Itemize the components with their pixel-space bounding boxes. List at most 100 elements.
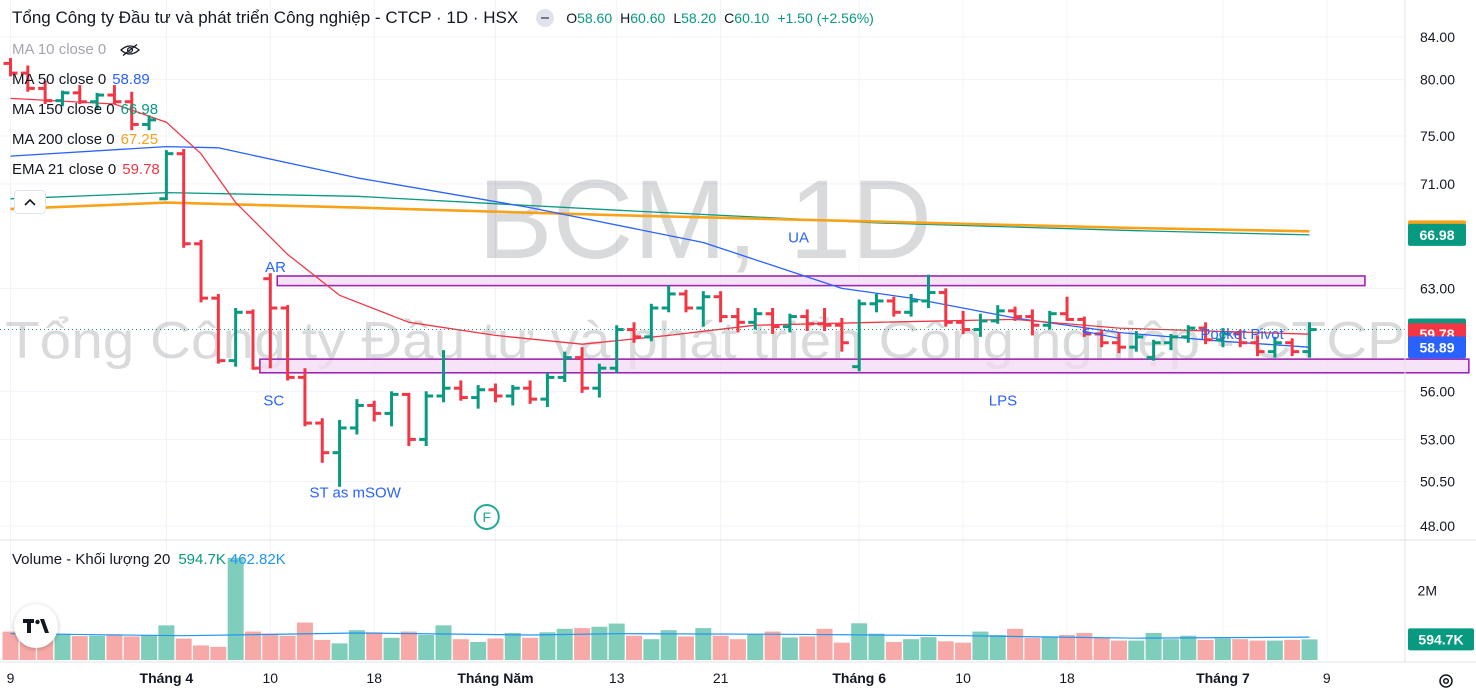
ohlc-bar xyxy=(1215,328,1230,348)
ohlc-bar xyxy=(367,400,382,422)
legend-ma50[interactable]: MA 50 close 0 58.89 xyxy=(12,71,150,88)
ohlc-bar xyxy=(852,299,867,372)
tv-logo-mark-icon xyxy=(23,619,49,633)
ohlc-bar xyxy=(505,385,520,406)
volume-bar xyxy=(626,635,643,660)
volume-bar xyxy=(677,636,694,660)
ohlc-bar xyxy=(159,150,174,201)
ohlc-bar xyxy=(332,419,347,487)
ohlc-bar xyxy=(557,351,572,382)
time-tick-label: 10 xyxy=(263,670,279,686)
ohlc-bar xyxy=(1008,306,1023,321)
ohlc-bar xyxy=(1042,310,1057,330)
price-badge-label: 58.89 xyxy=(1419,339,1454,355)
collapse-legend-button[interactable] xyxy=(14,190,46,214)
ohlc-bar xyxy=(1250,335,1265,357)
legend-ma50-value: 58.89 xyxy=(112,71,150,88)
annotation-label: UA xyxy=(788,229,809,246)
volume-tick-label: 2M xyxy=(1418,583,1437,599)
chevron-up-icon xyxy=(24,198,36,206)
open-label: O xyxy=(566,10,578,26)
financial-marker-icon xyxy=(473,503,500,530)
gear-icon[interactable] xyxy=(1437,672,1455,690)
volume-bar xyxy=(54,633,71,660)
volume-bar xyxy=(504,632,521,660)
symbol-title[interactable]: Tổng Công ty Đầu tư và phát triển Công n… xyxy=(12,8,519,27)
ohlc-bar xyxy=(107,85,122,104)
legend-ma200[interactable]: MA 200 close 0 67.25 xyxy=(12,131,158,148)
volume-bar xyxy=(868,633,885,660)
ohlc-bar xyxy=(800,309,815,332)
annotation-label: LPS xyxy=(989,392,1017,409)
time-tick-label: Tháng 6 xyxy=(832,670,886,686)
ohlc-bar xyxy=(540,372,555,408)
volume-bar xyxy=(1162,639,1179,660)
ohlc-bar xyxy=(228,308,243,367)
volume-bar xyxy=(885,641,902,660)
watermark-symbol: BCM, 1D xyxy=(478,157,932,282)
legend-ma150-value: 66.98 xyxy=(120,101,159,118)
ohlc-bar xyxy=(956,310,971,334)
volume-bar xyxy=(1110,640,1127,660)
price-tick-label: 53.00 xyxy=(1420,431,1455,447)
volume-bar xyxy=(383,637,400,660)
legend-ma150[interactable]: MA 150 close 0 66.98 xyxy=(12,101,158,118)
volume-bar xyxy=(972,631,989,660)
ohlc-bar xyxy=(748,308,763,330)
ohlc-bar xyxy=(245,309,260,370)
volume-bar xyxy=(1145,632,1162,660)
volume-bar xyxy=(989,635,1006,660)
ohlc-bar xyxy=(592,363,607,398)
volume-bar xyxy=(487,638,504,660)
price-tick-label: 48.00 xyxy=(1420,518,1455,534)
volume-bar xyxy=(227,557,244,660)
volume-bar xyxy=(1093,637,1110,660)
volume-bar xyxy=(1197,639,1214,660)
volume-bar xyxy=(764,631,781,660)
eye-crossed-icon[interactable] xyxy=(120,44,141,57)
volume-bar xyxy=(799,636,816,660)
ohlc-bar xyxy=(194,239,209,303)
ohlc-bar xyxy=(38,80,53,104)
ohlc-bar xyxy=(627,322,642,343)
volume-bar xyxy=(158,625,175,660)
price-tick-label: 50.50 xyxy=(1420,474,1455,490)
volume-bar xyxy=(695,628,712,660)
volume-bar xyxy=(71,636,88,660)
open-value: 58.60 xyxy=(577,10,613,26)
collapse-dot-icon[interactable] xyxy=(536,9,555,27)
legend-ema21[interactable]: EMA 21 close 0 59.78 xyxy=(12,161,160,178)
ohlc-bar xyxy=(990,305,1005,324)
ohlc-bar xyxy=(1181,325,1196,343)
ohlc-bar xyxy=(297,368,312,427)
volume-bar xyxy=(366,632,383,660)
ohlc-bar xyxy=(765,308,780,334)
ohlc-readout: O58.60 H60.60 L58.20 C60.10 +1.50 (+2.56%) xyxy=(566,10,882,26)
volume-bar xyxy=(452,639,469,660)
volume-bar xyxy=(1301,639,1318,660)
ohlc-bar xyxy=(904,293,919,317)
time-tick-label: Tháng 7 xyxy=(1196,670,1250,686)
volume-bar xyxy=(747,634,764,660)
ohlc-bar xyxy=(886,296,901,317)
ohlc-bar xyxy=(55,90,70,107)
legend-ma10[interactable]: MA 10 close 0 xyxy=(12,41,141,58)
ohlc-bar xyxy=(1025,309,1040,336)
legend-ma50-label: MA 50 close 0 xyxy=(12,71,107,88)
ohlc-bar xyxy=(124,91,139,131)
price-badge-label: 66.98 xyxy=(1419,227,1454,243)
ma200-line xyxy=(10,201,1310,233)
volume-bar xyxy=(1249,640,1266,660)
volume-legend[interactable]: Volume - Khối lượng 20 594.7K 462.82K xyxy=(12,551,286,568)
volume-bar xyxy=(470,641,487,660)
volume-bar xyxy=(937,641,954,660)
volume-bar xyxy=(1128,640,1145,660)
ohlc-bar xyxy=(211,293,226,364)
price-tick-label: 80.00 xyxy=(1420,72,1455,88)
tradingview-logo-icon[interactable] xyxy=(14,604,58,648)
legend-ma200-value: 67.25 xyxy=(120,131,159,148)
legend-ma150-label: MA 150 close 0 xyxy=(12,101,115,118)
price-badge xyxy=(1408,336,1466,359)
